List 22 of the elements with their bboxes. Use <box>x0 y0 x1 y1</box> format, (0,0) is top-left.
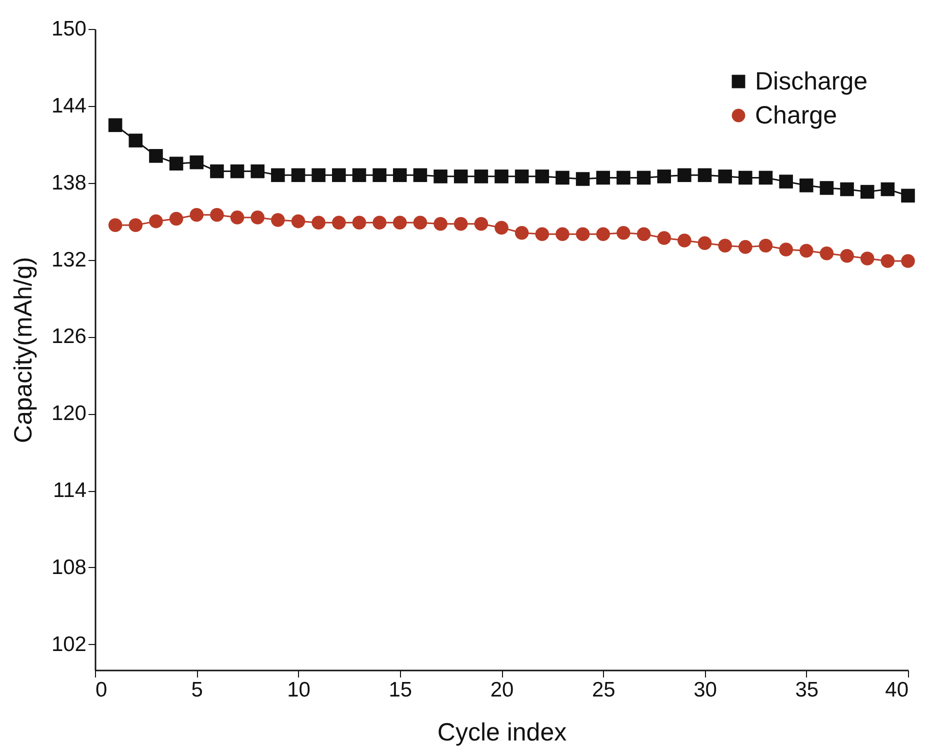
y-tick-label: 102 <box>51 632 86 656</box>
y-tick-label: 138 <box>51 171 86 194</box>
x-tick-label: 40 <box>885 678 908 702</box>
y-tick-label: 132 <box>51 248 86 272</box>
y-tick-label: 108 <box>51 556 86 579</box>
x-tick-label: 30 <box>694 678 717 702</box>
y-axis-title: Capacity(mAh/g) <box>9 256 38 444</box>
y-tick-label: 144 <box>51 94 87 118</box>
x-tick-label: 5 <box>191 678 203 702</box>
x-tick-label: 15 <box>388 678 412 702</box>
y-tick-label: 114 <box>53 479 87 502</box>
x-tick-label: 10 <box>287 678 310 702</box>
x-tick-label: 20 <box>490 678 514 702</box>
legend-label: Discharge <box>755 68 868 96</box>
x-tick-label: 35 <box>795 678 819 702</box>
y-tick-label: 126 <box>51 325 86 348</box>
x-axis-title: Cycle index <box>437 718 568 746</box>
x-tick-label: 0 <box>96 678 108 702</box>
legend-label: Charge <box>755 102 837 130</box>
x-tick-label: 25 <box>592 678 616 702</box>
y-tick-label: 150 <box>51 18 86 40</box>
y-tick-label: 120 <box>51 402 86 426</box>
